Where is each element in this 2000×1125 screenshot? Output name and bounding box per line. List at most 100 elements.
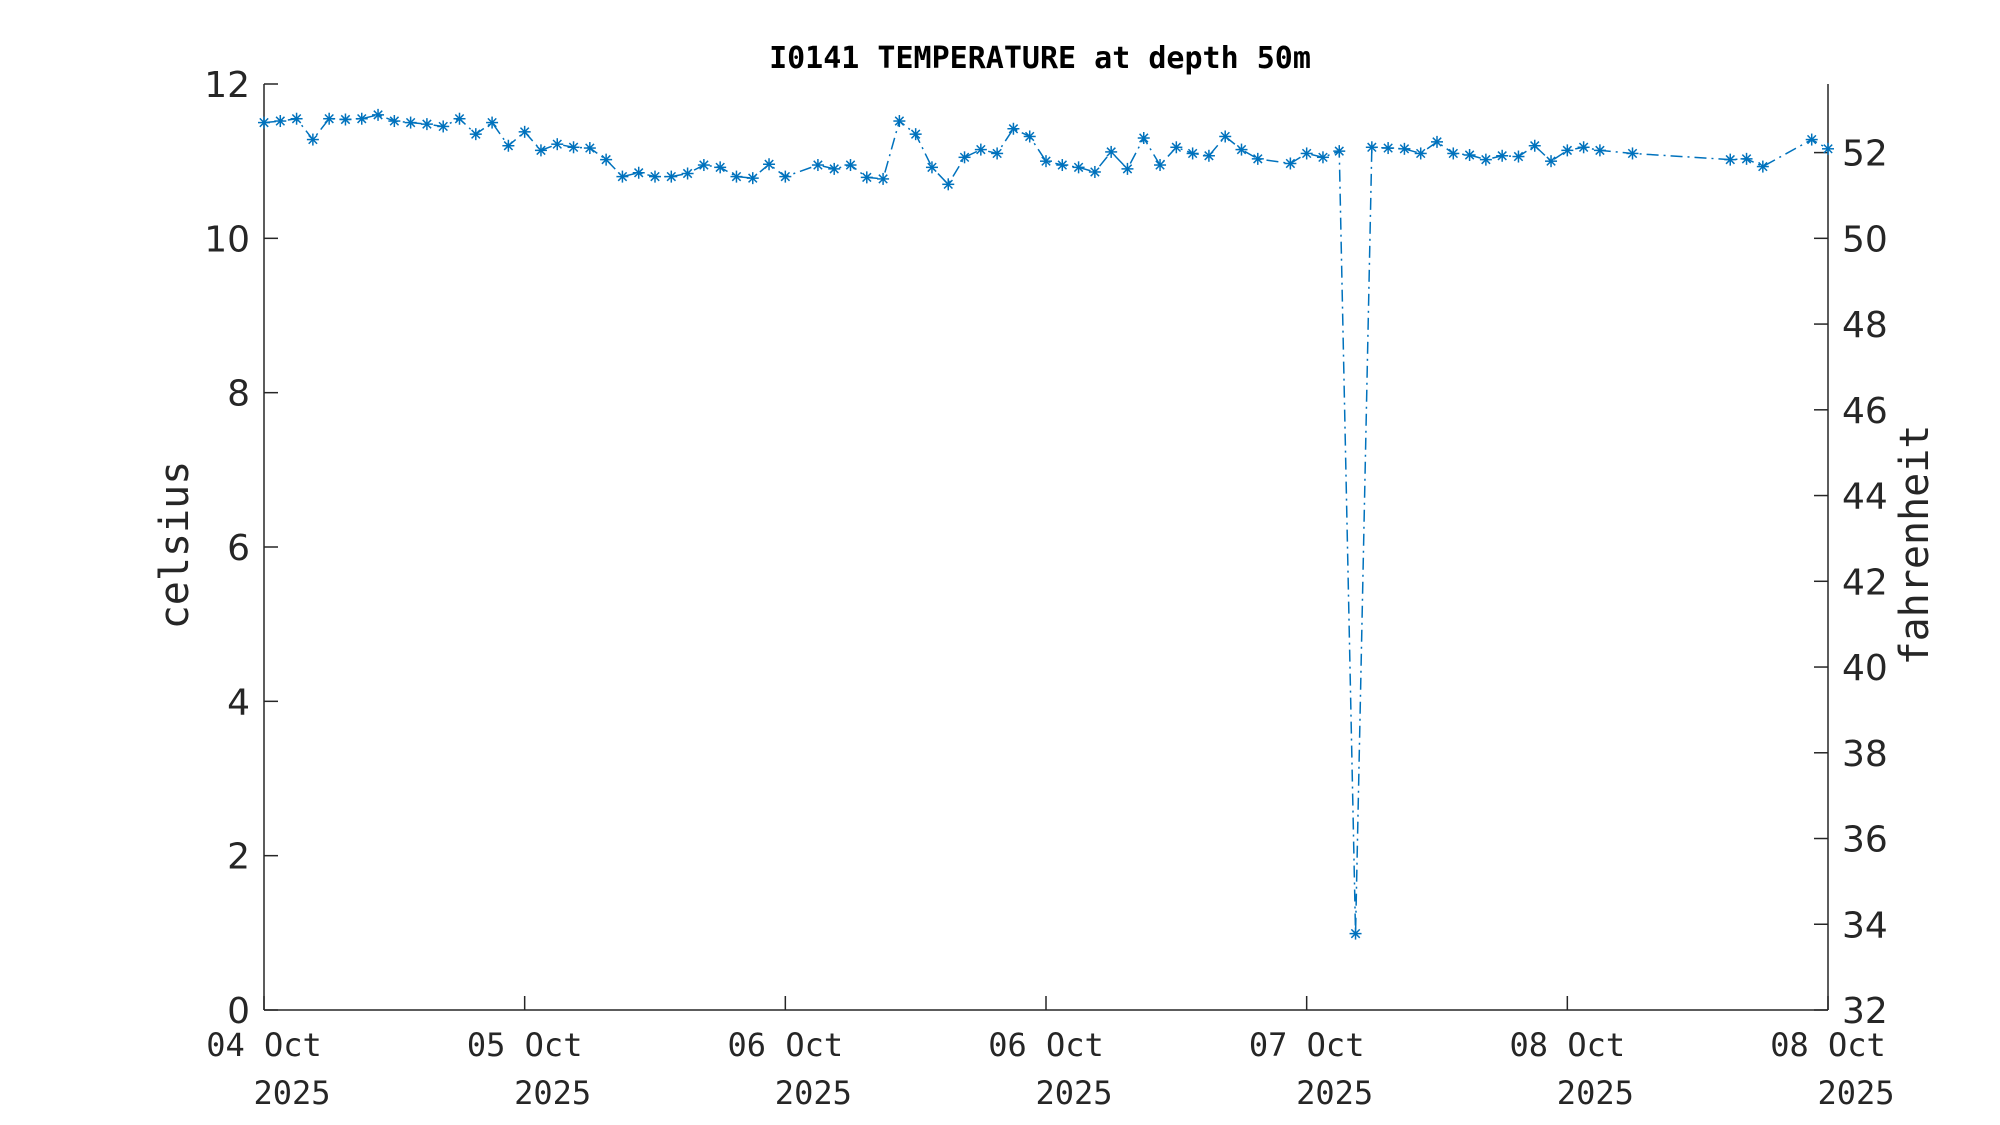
data-point — [600, 153, 613, 166]
data-point — [469, 128, 482, 141]
data-point — [290, 112, 303, 125]
data-point — [1463, 148, 1476, 161]
y-axis-label-left: celsius — [152, 461, 198, 630]
data-series — [258, 108, 1834, 940]
data-point — [1284, 157, 1297, 170]
data-point — [1528, 139, 1541, 152]
y-tick-label-left: 10 — [204, 219, 250, 260]
series-line — [263, 114, 1829, 934]
data-point — [991, 147, 1004, 160]
chart-title: I0141 TEMPERATURE at depth 50m — [769, 41, 1311, 76]
data-point — [1105, 145, 1118, 158]
data-point — [1300, 147, 1313, 160]
data-point — [1023, 130, 1036, 143]
data-point — [925, 161, 938, 174]
y-ticks-left: 0 2 4 6 8 10 12 — [204, 65, 278, 1032]
y-tick-label-right: 44 — [1842, 477, 1888, 518]
data-point — [909, 128, 922, 141]
data-point — [1740, 152, 1753, 165]
data-point — [502, 139, 515, 152]
y-tick-label-right: 32 — [1842, 991, 1888, 1032]
data-point — [649, 170, 661, 183]
data-point — [355, 112, 368, 125]
plot-axes — [263, 84, 1829, 1011]
data-point — [1154, 159, 1167, 172]
data-point — [1137, 132, 1150, 145]
data-point — [1414, 147, 1427, 160]
y-ticks-right: 32 34 36 38 40 42 44 46 48 50 52 — [1814, 134, 1888, 1032]
y-tick-label-left: 2 — [227, 837, 250, 878]
data-point — [958, 151, 971, 164]
y-tick-label-left: 4 — [227, 682, 250, 723]
x-tick-label: 05 Oct — [467, 1026, 583, 1064]
data-point — [1007, 122, 1020, 135]
data-point — [1479, 153, 1492, 166]
data-point — [974, 143, 987, 156]
data-point — [274, 115, 287, 128]
data-point — [1186, 147, 1199, 160]
data-point — [534, 144, 547, 157]
data-point — [877, 172, 890, 185]
y-tick-label-right: 38 — [1842, 734, 1888, 775]
data-point — [1398, 142, 1411, 155]
x-tick-label: 08 Oct — [1770, 1026, 1886, 1064]
y-tick-label-right: 36 — [1842, 820, 1888, 861]
data-point — [486, 116, 499, 129]
data-point — [1235, 143, 1248, 156]
data-point — [1349, 927, 1362, 940]
y-tick-label-right: 50 — [1842, 219, 1888, 260]
x-tick-label-year: 2025 — [1296, 1074, 1373, 1112]
x-tick-label: 07 Oct — [1249, 1026, 1365, 1064]
data-point — [388, 115, 401, 128]
data-point — [1545, 155, 1558, 168]
data-point — [779, 170, 792, 183]
data-point — [420, 118, 433, 131]
data-point — [828, 162, 841, 175]
data-point — [1088, 165, 1101, 178]
y-tick-label-right: 52 — [1842, 134, 1888, 175]
data-point — [1593, 144, 1606, 157]
y-tick-label-right: 40 — [1842, 648, 1888, 689]
data-point — [1447, 147, 1460, 160]
data-point — [1756, 160, 1769, 173]
data-point — [1219, 130, 1232, 143]
data-point — [763, 158, 776, 171]
x-ticks: 04 Oct 2025 05 Oct 2025 06 Oct 2025 06 Oct 2025… — [206, 996, 1895, 1112]
data-point — [746, 172, 759, 185]
x-tick-label-year: 2025 — [253, 1074, 330, 1112]
data-point — [714, 161, 727, 174]
data-point — [632, 166, 645, 179]
data-point — [1512, 150, 1525, 163]
x-tick-label-year: 2025 — [1035, 1074, 1112, 1112]
data-point — [811, 159, 824, 172]
data-point — [1072, 161, 1085, 174]
data-point — [681, 167, 694, 180]
data-point — [1121, 162, 1134, 175]
data-point — [860, 171, 873, 184]
data-point — [1822, 142, 1834, 155]
y-tick-label-left: 12 — [204, 65, 250, 106]
data-point — [339, 113, 352, 126]
data-point — [942, 178, 955, 191]
data-point — [404, 116, 417, 129]
y-axis-label-right: fahrenheit — [1892, 425, 1938, 666]
data-point — [1724, 153, 1737, 166]
data-point — [567, 141, 580, 154]
data-point — [1040, 155, 1052, 168]
y-tick-label-right: 48 — [1842, 305, 1888, 346]
data-point — [1626, 147, 1639, 160]
data-point — [697, 159, 710, 172]
y-tick-label-left: 8 — [227, 374, 250, 415]
data-point — [453, 112, 466, 125]
data-point — [844, 159, 857, 172]
data-point — [1365, 141, 1378, 154]
data-point — [372, 108, 385, 121]
data-point — [1056, 159, 1069, 172]
data-point — [551, 138, 564, 151]
data-point — [323, 112, 336, 125]
data-point — [583, 142, 596, 155]
y-tick-label-left: 0 — [227, 991, 250, 1032]
data-point — [1431, 135, 1443, 148]
data-point — [437, 120, 450, 133]
data-point — [306, 133, 319, 146]
